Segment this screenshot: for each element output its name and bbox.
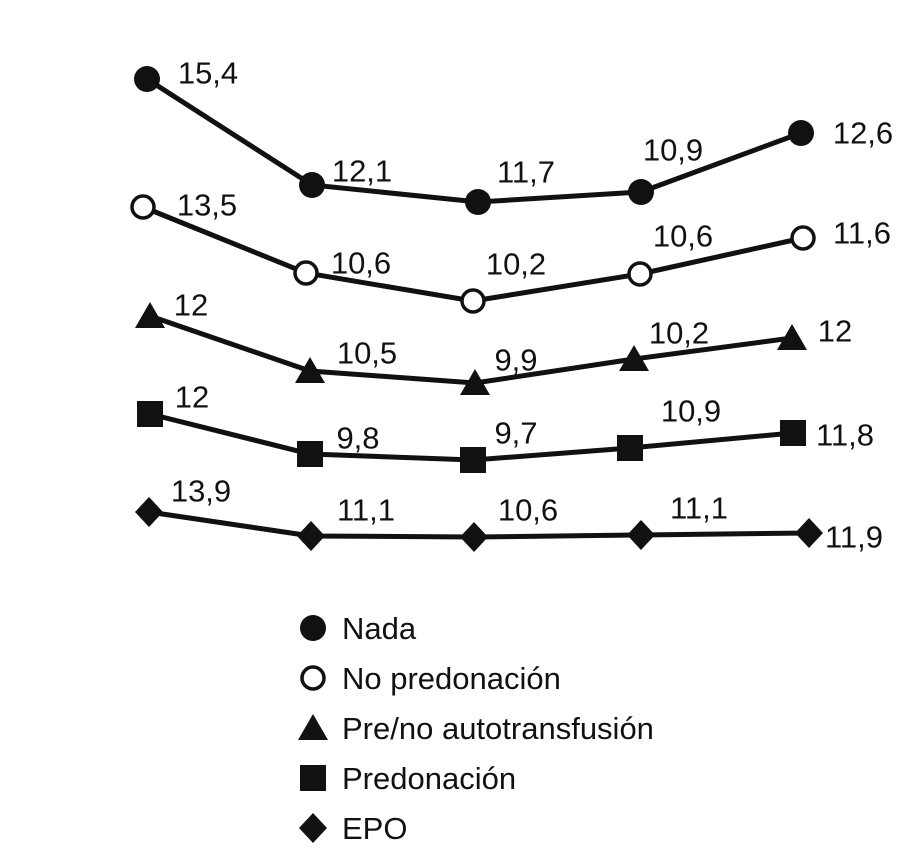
legend-label-predonacion: Predonación — [342, 760, 517, 796]
filled-diamond-marker — [627, 520, 655, 550]
open-circle-marker — [627, 261, 653, 287]
line-chart-figure: 15,4 12,1 11,7 10,9 12,6 13,5 10,6 10,2 10,6 11,6… — [40, 16, 920, 861]
legend-label-nada: Nada — [342, 610, 417, 646]
legend-label-pre-no-autotransfusion: Pre/no autotransfusión — [342, 710, 654, 746]
open-circle-marker — [293, 260, 319, 286]
data-label: 10,6 — [331, 246, 391, 281]
filled-square-marker — [780, 420, 806, 446]
series-predonacion: 12 9,8 9,7 10,9 11,8 — [137, 380, 874, 473]
series-pre-no-autotransfusion: 12 10,5 9,9 10,2 12 — [135, 288, 852, 395]
filled-diamond-marker — [135, 497, 163, 527]
data-label: 11,1 — [670, 491, 728, 526]
filled-square-marker — [137, 401, 163, 427]
filled-square-icon — [300, 765, 326, 791]
filled-circle-marker — [628, 179, 654, 205]
filled-circle-marker — [465, 189, 491, 215]
filled-square-marker — [300, 765, 326, 791]
filled-circle-marker — [300, 615, 326, 641]
filled-triangle-icon — [298, 714, 328, 740]
data-label: 10,6 — [498, 493, 558, 528]
data-label: 10,6 — [653, 219, 713, 254]
data-label: 11,7 — [497, 155, 555, 190]
data-label: 12 — [818, 314, 852, 349]
data-label: 10,2 — [649, 316, 709, 351]
filled-square-marker — [617, 435, 643, 461]
data-label: 13,5 — [177, 188, 237, 223]
data-label: 11,9 — [825, 520, 883, 555]
open-circle-marker — [790, 225, 816, 251]
open-circle-marker — [300, 665, 326, 691]
data-label: 13,9 — [171, 474, 231, 509]
data-label: 10,9 — [643, 133, 703, 168]
data-label: 12,6 — [833, 116, 893, 151]
open-circle-icon — [300, 665, 326, 691]
filled-circle-marker — [134, 66, 160, 92]
data-label: 15,4 — [178, 56, 238, 91]
legend-label-no-predonacion: No predonación — [342, 660, 561, 696]
data-label: 11,6 — [833, 216, 891, 251]
legend-label-epo: EPO — [342, 810, 408, 846]
filled-diamond-icon — [299, 813, 327, 843]
filled-diamond-marker — [460, 522, 488, 552]
series-no-predonacion: 13,5 10,6 10,2 10,6 11,6 — [130, 188, 891, 314]
legend-item-nada: Nada — [294, 603, 654, 653]
filled-circle-icon — [300, 615, 326, 641]
open-circle-marker — [130, 194, 156, 220]
open-circle-marker — [460, 288, 486, 314]
filled-circle-marker — [788, 120, 814, 146]
filled-triangle-marker — [619, 345, 649, 371]
filled-diamond-marker — [299, 813, 327, 843]
data-label: 10,5 — [337, 336, 397, 371]
chart-legend: Nada No predonación Pre/no autotransfusi… — [294, 603, 654, 853]
filled-triangle-marker — [135, 302, 165, 328]
data-label: 10,2 — [486, 247, 546, 282]
filled-triangle-marker — [460, 369, 490, 395]
data-label: 12 — [174, 288, 208, 323]
filled-diamond-marker — [795, 518, 823, 548]
series-epo: 13,9 11,1 10,6 11,1 11,9 — [135, 474, 883, 555]
filled-triangle-marker — [295, 357, 325, 383]
filled-square-marker — [460, 447, 486, 473]
legend-item-epo: EPO — [294, 803, 654, 853]
data-label: 12 — [175, 380, 209, 415]
legend-item-pre-no-autotransfusion: Pre/no autotransfusión — [294, 703, 654, 753]
data-label: 11,1 — [337, 493, 395, 528]
filled-triangle-marker — [777, 324, 807, 350]
filled-square-marker — [297, 441, 323, 467]
legend-item-no-predonacion: No predonación — [294, 653, 654, 703]
filled-circle-marker — [299, 172, 325, 198]
series-nada: 15,4 12,1 11,7 10,9 12,6 — [134, 56, 893, 215]
data-label: 9,7 — [494, 416, 537, 451]
data-label: 11,8 — [816, 418, 874, 453]
data-label: 10,9 — [661, 394, 721, 429]
data-label: 12,1 — [332, 154, 392, 189]
legend-item-predonacion: Predonación — [294, 753, 654, 803]
data-label: 9,8 — [336, 421, 379, 456]
chart-canvas: 15,4 12,1 11,7 10,9 12,6 13,5 10,6 10,2 10,6 11,6… — [130, 56, 893, 555]
data-label: 9,9 — [494, 343, 537, 378]
filled-triangle-marker — [298, 714, 328, 740]
filled-diamond-marker — [297, 521, 325, 551]
